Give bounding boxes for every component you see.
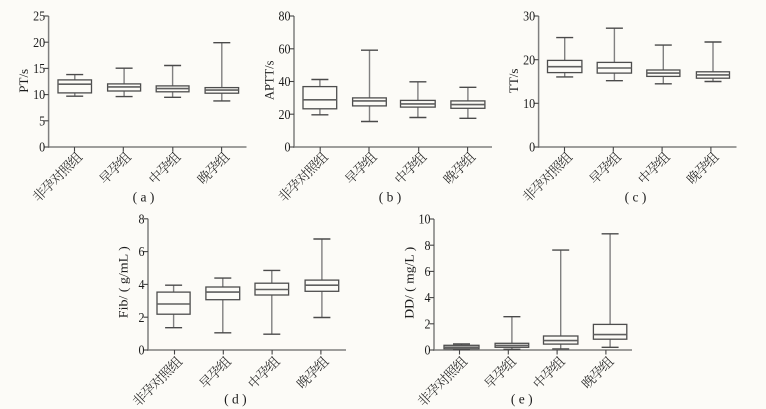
- svg-text:15: 15: [33, 61, 45, 76]
- svg-text:( a ): ( a ): [133, 190, 155, 205]
- svg-text:6: 6: [425, 264, 431, 279]
- svg-text:0: 0: [425, 343, 431, 358]
- svg-text:5: 5: [39, 113, 45, 128]
- svg-text:8: 8: [139, 211, 145, 226]
- svg-text:60: 60: [279, 41, 291, 56]
- svg-text:80: 80: [279, 9, 291, 24]
- svg-text:0: 0: [285, 140, 291, 155]
- svg-text:20: 20: [33, 35, 45, 50]
- svg-text:4: 4: [139, 277, 145, 292]
- svg-text:40: 40: [279, 74, 291, 89]
- svg-text:10: 10: [523, 96, 535, 111]
- svg-text:( c ): ( c ): [625, 190, 647, 205]
- svg-text:30: 30: [523, 9, 535, 24]
- svg-text:20: 20: [279, 107, 291, 122]
- svg-text:6: 6: [139, 244, 145, 259]
- svg-text:25: 25: [33, 9, 45, 24]
- svg-text:TT/s: TT/s: [506, 69, 521, 94]
- svg-text:10: 10: [419, 212, 431, 227]
- svg-text:0: 0: [139, 343, 145, 358]
- svg-text:8: 8: [425, 238, 431, 253]
- svg-text:PT/s: PT/s: [16, 69, 31, 93]
- svg-text:4: 4: [425, 290, 431, 305]
- svg-text:20: 20: [523, 52, 535, 67]
- svg-text:Fib/ ( g/mL ): Fib/ ( g/mL ): [116, 246, 131, 318]
- svg-text:2: 2: [139, 310, 145, 325]
- svg-text:0: 0: [39, 140, 45, 155]
- svg-text:0: 0: [529, 140, 535, 155]
- svg-text:( d ): ( d ): [224, 392, 247, 407]
- svg-text:10: 10: [33, 87, 45, 102]
- svg-text:2: 2: [425, 316, 431, 331]
- svg-text:APTT/s: APTT/s: [261, 61, 276, 101]
- svg-text:( b ): ( b ): [379, 190, 402, 205]
- svg-text:( e ): ( e ): [511, 392, 533, 407]
- svg-text:DD/ ( mg/L ): DD/ ( mg/L ): [401, 247, 416, 319]
